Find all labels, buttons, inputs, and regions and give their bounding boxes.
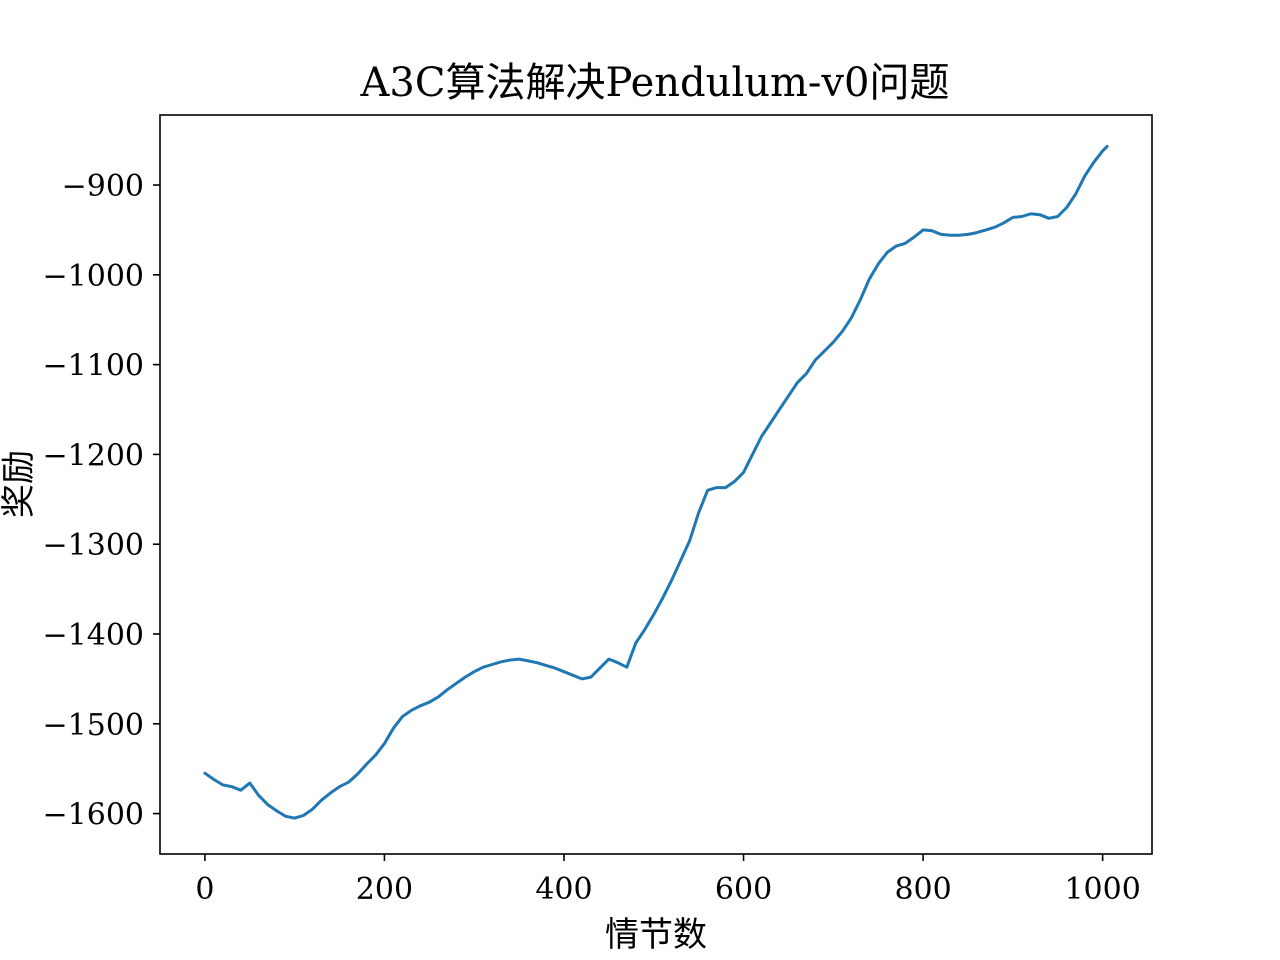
chart-title: A3C算法解决Pendulum-v0问题 <box>360 60 950 106</box>
y-tick-label: −1400 <box>43 618 144 653</box>
y-tick-label: −1600 <box>43 798 144 833</box>
x-tick-label: 1000 <box>1064 872 1140 907</box>
x-tick-label: 400 <box>535 872 592 907</box>
x-axis: 0 200 400 600 800 1000 <box>195 854 1141 907</box>
series-group <box>203 144 1109 820</box>
y-tick-label: −1100 <box>43 349 144 384</box>
y-axis-label: 奖励 <box>0 450 39 518</box>
x-tick-label: 600 <box>715 872 772 907</box>
y-tick-label: −1200 <box>43 438 144 473</box>
series-line-0 <box>203 144 1109 820</box>
y-tick-label: −1000 <box>43 259 144 294</box>
x-tick-label: 800 <box>894 872 951 907</box>
y-tick-label: −1300 <box>43 528 144 563</box>
x-tick-label: 200 <box>356 872 413 907</box>
x-tick-label: 0 <box>195 872 214 907</box>
y-tick-label: −900 <box>62 169 144 204</box>
x-axis-label: 情节数 <box>605 915 707 955</box>
plot-area <box>159 114 1153 855</box>
y-axis: −900 −1000 −1100 −1200 −1300 −1400 −1500 −1600 <box>43 169 160 833</box>
y-tick-label: −1500 <box>43 708 144 743</box>
